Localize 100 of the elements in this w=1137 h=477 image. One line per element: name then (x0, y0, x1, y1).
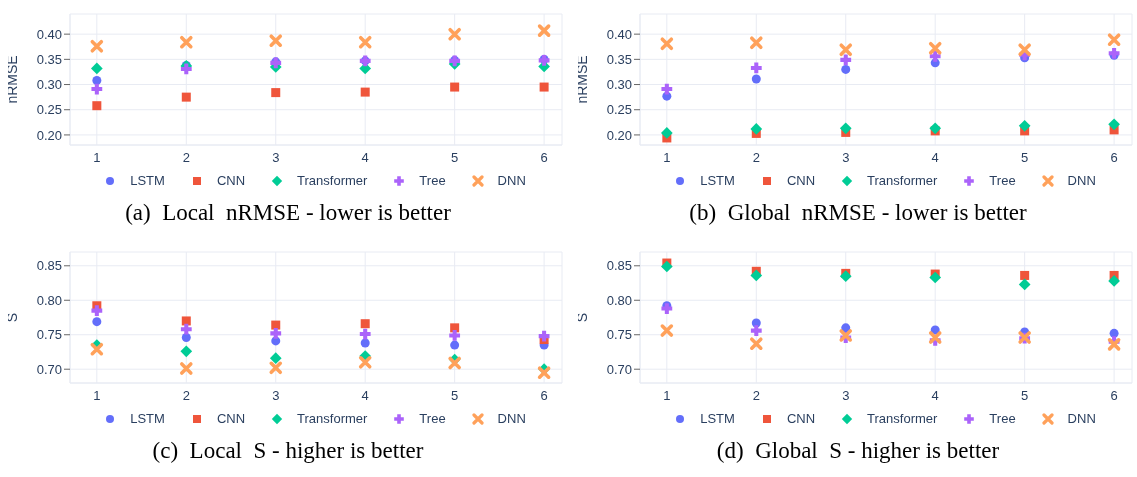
legend-label: CNN (216, 411, 246, 426)
legend-label: CNN (786, 411, 816, 426)
point (839, 43, 853, 57)
point (539, 82, 549, 92)
y-tick-label: 0.25 (36, 102, 62, 118)
point (358, 356, 372, 369)
legend-label: DNN (497, 411, 526, 426)
x-tick-label: 3 (842, 150, 850, 166)
text: (c) Local S - higher is better (151, 438, 425, 464)
point (91, 305, 103, 317)
x-tick-label: 4 (361, 388, 369, 404)
point (270, 327, 282, 339)
x-tick-label: 5 (451, 150, 459, 166)
legend-label: Tree (989, 411, 1016, 426)
point (450, 82, 460, 92)
text: (d) Global S - higher is better (715, 438, 1001, 464)
x-tick-label: 6 (540, 150, 548, 166)
legend-label: DNN (1067, 173, 1096, 188)
y-tick-label: 0.40 (606, 26, 632, 42)
legend-label: LSTM (130, 173, 165, 188)
point (358, 35, 372, 49)
point (269, 361, 283, 375)
legend-label: CNN (786, 173, 816, 188)
point (928, 41, 942, 55)
y-axis-title: nRMSE (573, 55, 590, 104)
point (660, 37, 674, 51)
point (537, 24, 551, 37)
point (269, 352, 282, 365)
legend-label: Tree (989, 173, 1016, 188)
point (92, 317, 102, 327)
x-tick-label: 4 (931, 388, 939, 404)
point (660, 260, 673, 273)
point (269, 34, 283, 47)
point (1020, 270, 1030, 280)
point (841, 64, 851, 74)
point (661, 83, 673, 95)
x-tick-label: 5 (1021, 388, 1029, 404)
legend-label: CNN (216, 173, 246, 188)
point (929, 50, 941, 62)
point (840, 54, 852, 66)
point (929, 122, 942, 135)
point (749, 337, 763, 350)
point (448, 27, 461, 41)
x-tick-label: 3 (842, 388, 850, 404)
point (751, 74, 761, 84)
point (1018, 120, 1031, 132)
y-tick-label: 0.70 (36, 361, 62, 377)
x-tick-label: 4 (931, 150, 939, 166)
legend-label: DNN (1067, 411, 1096, 426)
y-tick-label: 0.35 (36, 51, 62, 67)
point (450, 323, 460, 333)
point (660, 127, 673, 139)
x-tick-label: 4 (361, 150, 369, 166)
x-tick-label: 1 (93, 388, 101, 404)
x-tick-label: 3 (272, 150, 280, 166)
point (92, 101, 102, 111)
y-axis-title: S (573, 312, 590, 323)
point (839, 270, 852, 282)
legend-label: DNN (497, 173, 526, 188)
point (1107, 33, 1121, 46)
point (929, 271, 942, 284)
point (180, 323, 192, 335)
point (92, 76, 102, 86)
point (359, 328, 371, 340)
point (839, 122, 852, 135)
x-tick-label: 6 (1110, 388, 1118, 404)
legend-label: Transformer (867, 173, 938, 188)
point (271, 88, 281, 98)
point (750, 325, 762, 336)
x-tick-label: 1 (663, 388, 671, 404)
y-tick-label: 0.70 (606, 361, 632, 377)
x-tick-label: 2 (752, 388, 760, 404)
legend-label: Tree (419, 411, 446, 426)
point (179, 35, 193, 49)
x-tick-label: 5 (451, 388, 459, 404)
legend-label: Transformer (297, 173, 368, 188)
text: (b) Global nRMSE - lower is better (688, 200, 1028, 226)
x-tick-label: 1 (93, 150, 101, 166)
x-tick-label: 2 (182, 388, 190, 404)
y-tick-label: 0.75 (606, 327, 632, 343)
point (360, 338, 370, 348)
point (360, 87, 370, 97)
point (1108, 275, 1120, 287)
legend-label: LSTM (700, 411, 735, 426)
point (750, 269, 763, 282)
x-tick-label: 6 (540, 388, 548, 404)
y-tick-label: 0.25 (606, 102, 632, 118)
point (749, 36, 763, 50)
x-tick-label: 6 (1110, 150, 1118, 166)
point (750, 62, 762, 74)
y-axis-title: nRMSE (3, 55, 20, 104)
point (90, 342, 104, 356)
y-tick-label: 0.20 (606, 127, 632, 143)
point (450, 340, 460, 350)
legend-label: LSTM (130, 411, 165, 426)
y-tick-label: 0.30 (606, 77, 632, 93)
y-tick-label: 0.75 (36, 327, 62, 343)
point (841, 323, 851, 333)
y-tick-label: 0.80 (606, 292, 632, 308)
point (181, 316, 191, 326)
